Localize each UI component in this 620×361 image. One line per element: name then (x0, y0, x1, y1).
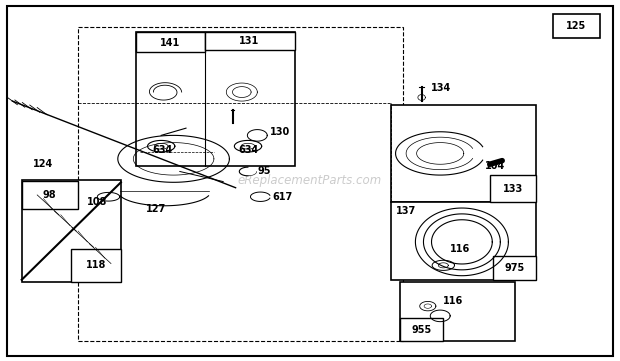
Text: 133: 133 (503, 184, 523, 194)
Bar (136, 32, 294, 166)
Bar (490, 175, 536, 202)
Text: 131: 131 (239, 36, 259, 46)
Bar (553, 14, 600, 38)
Text: 118: 118 (86, 260, 106, 270)
Text: 95: 95 (257, 166, 271, 177)
Text: 134: 134 (431, 83, 451, 93)
Text: 104: 104 (485, 161, 505, 171)
Bar (205, 32, 294, 50)
Text: 116: 116 (450, 244, 470, 254)
Text: 127: 127 (146, 204, 166, 214)
Text: 108: 108 (87, 197, 107, 207)
Text: eReplacementParts.com: eReplacementParts.com (238, 174, 382, 187)
Text: 125: 125 (566, 21, 586, 31)
Text: 634: 634 (239, 145, 259, 155)
Bar (400, 282, 515, 341)
Text: 955: 955 (412, 325, 432, 335)
Bar (493, 256, 536, 280)
Bar (136, 32, 205, 52)
Bar (22, 180, 78, 209)
Text: 975: 975 (505, 263, 525, 273)
Text: 137: 137 (396, 206, 416, 216)
Bar (78, 27, 403, 341)
Text: 124: 124 (33, 159, 53, 169)
Bar (71, 249, 121, 282)
Text: 130: 130 (270, 127, 290, 137)
Text: 98: 98 (43, 190, 56, 200)
Bar (400, 318, 443, 341)
Text: 617: 617 (273, 192, 293, 202)
Bar (391, 202, 536, 280)
Bar (22, 180, 121, 282)
Bar (391, 105, 536, 202)
Text: 634: 634 (152, 145, 172, 155)
Text: 141: 141 (161, 38, 180, 48)
Text: 116: 116 (443, 296, 464, 306)
